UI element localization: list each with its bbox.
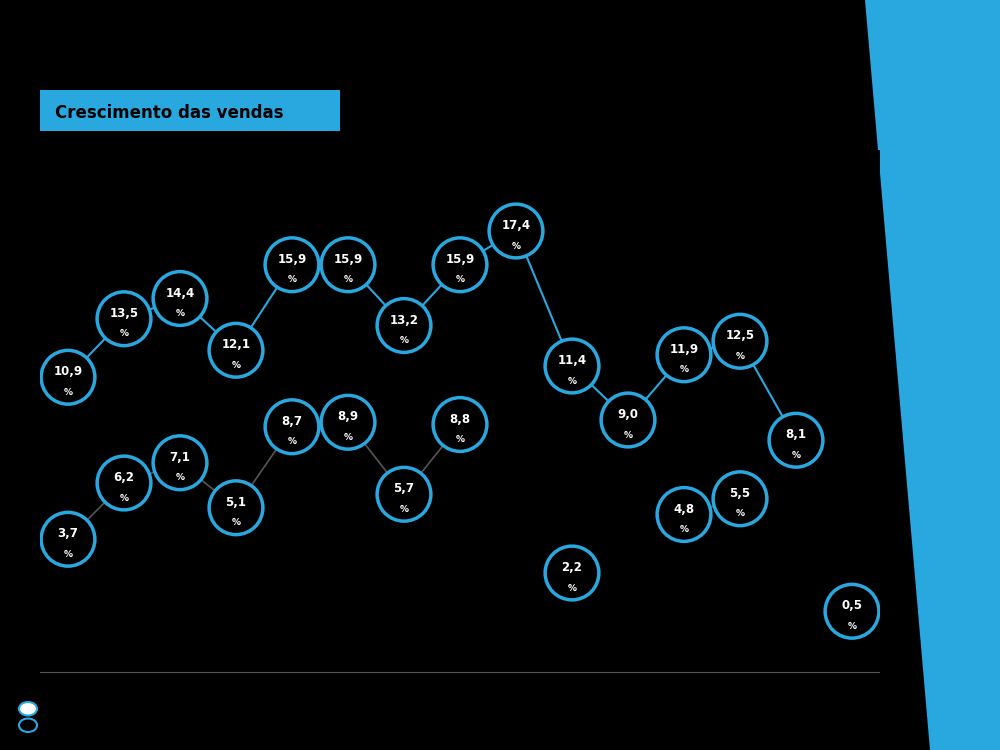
Ellipse shape <box>209 481 263 535</box>
Text: 8,1: 8,1 <box>786 428 806 441</box>
Text: %: % <box>512 242 520 250</box>
Ellipse shape <box>657 328 711 382</box>
Ellipse shape <box>265 238 319 292</box>
Text: %: % <box>736 509 744 518</box>
Text: 5,1: 5,1 <box>226 496 246 508</box>
Text: 15,9: 15,9 <box>445 253 475 266</box>
Ellipse shape <box>433 238 487 292</box>
Text: %: % <box>680 365 688 374</box>
Text: %: % <box>64 550 72 559</box>
Text: %: % <box>64 388 72 397</box>
Text: %: % <box>568 376 576 386</box>
Ellipse shape <box>153 272 207 326</box>
Text: %: % <box>344 275 352 284</box>
Text: %: % <box>232 518 240 527</box>
Ellipse shape <box>41 350 95 404</box>
Ellipse shape <box>97 292 151 346</box>
Text: 12,1: 12,1 <box>222 338 250 351</box>
Ellipse shape <box>97 456 151 510</box>
Text: %: % <box>792 451 800 460</box>
Text: 17,4: 17,4 <box>501 219 531 232</box>
Text: 8,7: 8,7 <box>282 415 302 428</box>
Text: 0,5: 0,5 <box>842 599 862 612</box>
Text: 11,9: 11,9 <box>669 343 699 355</box>
Text: 12,5: 12,5 <box>725 329 755 342</box>
Ellipse shape <box>657 488 711 542</box>
Ellipse shape <box>153 436 207 490</box>
Text: %: % <box>400 336 409 345</box>
Text: 10,9: 10,9 <box>53 365 83 378</box>
Text: %: % <box>232 361 240 370</box>
Text: %: % <box>456 435 464 444</box>
Text: 11,4: 11,4 <box>557 354 587 367</box>
Text: %: % <box>568 584 576 592</box>
Text: %: % <box>176 473 184 482</box>
Text: 8,9: 8,9 <box>337 410 359 423</box>
Text: %: % <box>176 309 184 318</box>
Ellipse shape <box>321 395 375 449</box>
Text: 15,9: 15,9 <box>277 253 307 266</box>
Ellipse shape <box>545 546 599 600</box>
Text: 6,2: 6,2 <box>114 471 134 484</box>
Ellipse shape <box>825 584 879 638</box>
Text: %: % <box>288 437 296 446</box>
Ellipse shape <box>209 323 263 377</box>
Text: Crescimento das vendas: Crescimento das vendas <box>55 104 284 122</box>
Text: %: % <box>120 494 128 502</box>
Text: %: % <box>624 430 633 439</box>
Ellipse shape <box>41 512 95 566</box>
Text: %: % <box>680 525 688 534</box>
Ellipse shape <box>713 314 767 368</box>
Text: 5,5: 5,5 <box>729 487 751 500</box>
Text: 15,9: 15,9 <box>333 253 363 266</box>
Text: %: % <box>848 622 856 631</box>
Text: 4,8: 4,8 <box>673 503 695 515</box>
Text: %: % <box>344 433 352 442</box>
Text: 14,4: 14,4 <box>165 286 195 299</box>
Text: 13,5: 13,5 <box>109 307 139 320</box>
Ellipse shape <box>713 472 767 526</box>
Ellipse shape <box>489 204 543 258</box>
Text: %: % <box>736 352 744 361</box>
Ellipse shape <box>321 238 375 292</box>
Ellipse shape <box>377 467 431 521</box>
Text: 8,8: 8,8 <box>449 413 471 425</box>
Text: %: % <box>120 329 128 338</box>
Ellipse shape <box>545 339 599 393</box>
Text: %: % <box>288 275 296 284</box>
Text: 7,1: 7,1 <box>170 451 190 464</box>
Text: %: % <box>400 505 409 514</box>
Text: 3,7: 3,7 <box>58 527 78 540</box>
Text: 9,0: 9,0 <box>618 408 639 421</box>
Text: 2,2: 2,2 <box>562 561 582 574</box>
Text: 13,2: 13,2 <box>390 314 418 326</box>
Text: %: % <box>456 275 464 284</box>
Ellipse shape <box>377 298 431 352</box>
Ellipse shape <box>433 398 487 451</box>
Text: 5,7: 5,7 <box>394 482 415 495</box>
Ellipse shape <box>769 413 823 467</box>
Ellipse shape <box>265 400 319 454</box>
Ellipse shape <box>601 393 655 447</box>
